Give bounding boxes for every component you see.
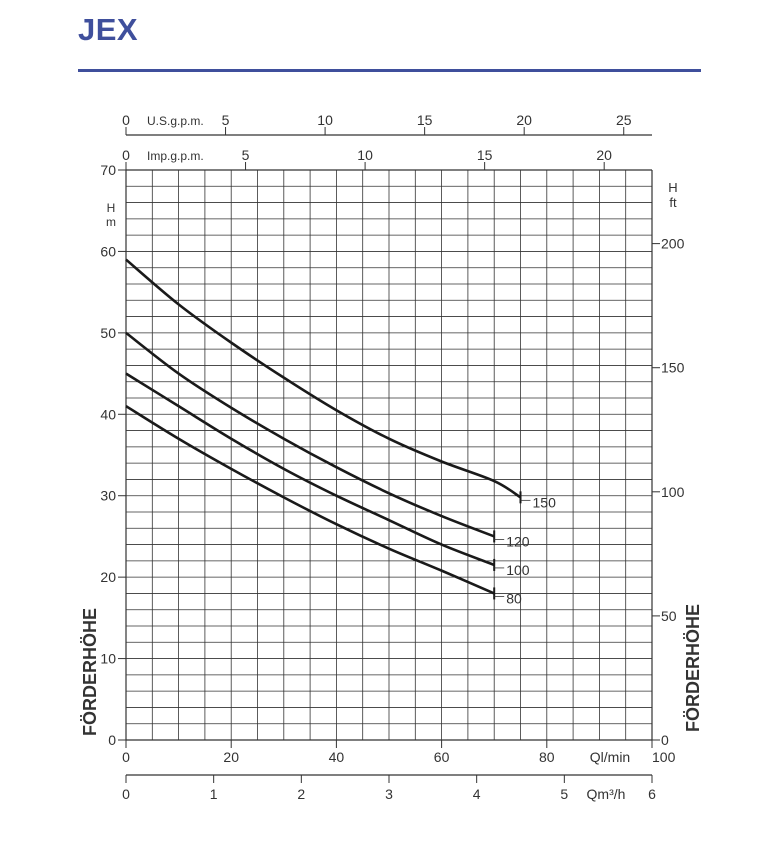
- top-imp-axis-tick-label: 10: [357, 147, 373, 163]
- top-imp-axis-tick-label: 20: [596, 147, 612, 163]
- curve-label-100: 100: [506, 562, 530, 578]
- left-axis-tick-label: 70: [100, 162, 116, 178]
- bottom2-axis-tick-label: 4: [473, 786, 481, 802]
- bottom2-axis-unit-label: Qm³/h: [587, 786, 626, 802]
- chart-axes: [118, 127, 660, 783]
- bottom2-axis-tick-label: 1: [210, 786, 218, 802]
- left-axis-tick-label: 10: [100, 651, 116, 667]
- top-imp-axis-unit-label: Imp.g.p.m.: [147, 149, 204, 163]
- side-label-right: FÖRDERHÖHE: [683, 604, 703, 732]
- bottom-axis-tick-label: 60: [434, 749, 450, 765]
- left-axis-tick-label: 60: [100, 243, 116, 259]
- chart-grid: [125, 169, 653, 741]
- right-axis-unit-label: H: [668, 180, 677, 195]
- left-axis-tick-label: 50: [100, 325, 116, 341]
- curve-150: [125, 258, 522, 499]
- title-rule: [78, 69, 701, 72]
- curve-label-120: 120: [506, 533, 530, 549]
- top-imp-axis-tick-label: 15: [477, 147, 493, 163]
- top-us-axis-tick-label: 25: [616, 112, 632, 128]
- bottom2-axis-tick-label: 2: [297, 786, 305, 802]
- bottom2-axis-tick-label: 3: [385, 786, 393, 802]
- curve-80: [125, 405, 495, 595]
- bottom2-axis-tick-label: 0: [122, 786, 130, 802]
- left-axis-tick-label: 40: [100, 406, 116, 422]
- top-imp-axis-tick-label: 5: [242, 147, 250, 163]
- curve-label-80: 80: [506, 590, 522, 606]
- right-axis-unit-label: ft: [669, 195, 677, 210]
- left-axis-unit-label: m: [106, 215, 116, 229]
- right-axis-tick-label: 100: [661, 484, 685, 500]
- left-axis-tick-label: 0: [108, 732, 116, 748]
- right-axis-tick-label: 200: [661, 236, 685, 252]
- left-axis-tick-label: 30: [100, 488, 116, 504]
- bottom-axis-end-label: 100: [652, 749, 676, 765]
- left-axis-tick-label: 20: [100, 569, 116, 585]
- top-us-axis-tick-label: 0: [122, 112, 130, 128]
- pump-curves: [125, 258, 522, 600]
- left-axis-unit-label: H: [107, 201, 116, 215]
- top-us-axis-tick-label: 5: [222, 112, 230, 128]
- bottom-axis-tick-label: 40: [329, 749, 345, 765]
- top-imp-axis-tick-label: 0: [122, 147, 130, 163]
- side-label-left: FÖRDERHÖHE: [80, 608, 100, 736]
- bottom2-axis-end-label: 6: [648, 786, 656, 802]
- top-us-axis-tick-label: 15: [417, 112, 433, 128]
- curve-label-150: 150: [533, 494, 557, 510]
- bottom-axis-tick-label: 0: [122, 749, 130, 765]
- bottom-axis-tick-label: 20: [223, 749, 239, 765]
- top-us-axis-tick-label: 20: [516, 112, 532, 128]
- bottom2-axis-tick-label: 5: [560, 786, 568, 802]
- curve-120: [125, 331, 495, 538]
- right-axis-tick-label: 50: [661, 608, 677, 624]
- right-axis-tick-label: 150: [661, 360, 685, 376]
- bottom-axis-unit-label: Ql/min: [590, 749, 630, 765]
- curve-100: [125, 372, 495, 567]
- bottom-axis-tick-label: 80: [539, 749, 555, 765]
- top-us-axis-unit-label: U.S.g.p.m.: [147, 114, 204, 128]
- top-us-axis-tick-label: 10: [317, 112, 333, 128]
- right-axis-tick-label: 0: [661, 732, 669, 748]
- page-title: JEX: [78, 12, 139, 47]
